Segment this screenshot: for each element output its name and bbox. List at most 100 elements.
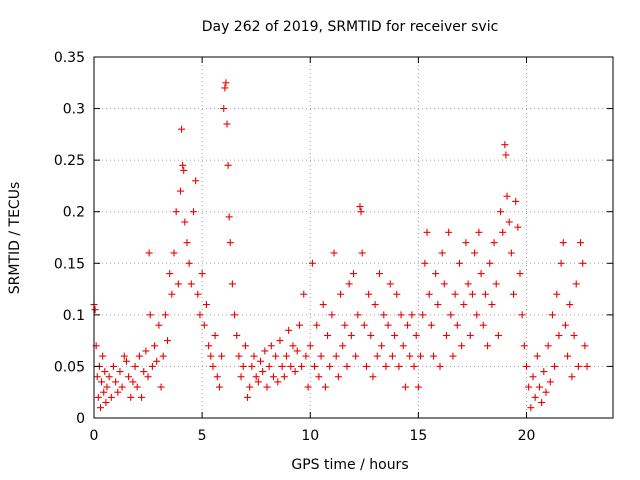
data-point [460, 301, 468, 309]
data-point [557, 259, 565, 267]
data-point [510, 290, 518, 298]
data-point [127, 393, 135, 401]
data-point [350, 270, 357, 278]
data-point [391, 331, 399, 339]
data-point [499, 228, 507, 236]
data-point [98, 378, 106, 386]
data-point [248, 362, 256, 370]
data-point [146, 311, 154, 319]
data-point [100, 388, 108, 396]
data-point [241, 342, 249, 350]
data-point [380, 311, 388, 319]
data-point [328, 311, 336, 319]
data-point [542, 388, 550, 396]
data-point [337, 290, 345, 298]
data-point [356, 203, 364, 211]
data-point [218, 352, 226, 360]
data-point [185, 259, 193, 267]
data-point [94, 393, 102, 401]
data-point [373, 352, 381, 360]
data-point [280, 373, 288, 381]
data-point [274, 378, 282, 386]
data-point [464, 280, 472, 288]
data-point [125, 373, 133, 381]
data-point [324, 331, 332, 339]
data-point [295, 321, 303, 329]
data-point [473, 311, 481, 319]
data-point [512, 197, 520, 205]
data-point [559, 239, 567, 247]
data-point [357, 208, 365, 216]
data-point [458, 342, 466, 350]
data-point [332, 352, 340, 360]
data-point [401, 383, 409, 391]
data-point [505, 218, 513, 226]
data-point [161, 311, 169, 319]
data-point [514, 223, 522, 231]
plot-border [93, 56, 614, 419]
data-point [488, 301, 496, 309]
data-point [168, 290, 176, 298]
data-point [202, 301, 210, 309]
data-point [417, 352, 425, 360]
data-point [367, 331, 375, 339]
data-point [96, 404, 104, 412]
data-point [572, 280, 580, 288]
data-point [352, 352, 360, 360]
data-point [200, 321, 208, 329]
data-point [101, 368, 109, 376]
data-point [189, 208, 197, 216]
data-point [225, 213, 233, 221]
data-point [196, 311, 204, 319]
data-point [546, 378, 554, 386]
data-point [555, 331, 563, 339]
data-point [153, 357, 161, 365]
data-point [384, 321, 392, 329]
x-axis-label: GPS time / hours [291, 457, 408, 473]
data-point [440, 280, 448, 288]
data-point [566, 301, 574, 309]
data-point [520, 342, 528, 350]
data-point [529, 373, 537, 381]
data-point [148, 362, 156, 370]
data-point [425, 290, 433, 298]
data-point [103, 383, 111, 391]
data-point [548, 311, 556, 319]
x-tick-labels: 0 5 10 15 20 [90, 428, 536, 444]
data-point [215, 383, 223, 391]
data-point [267, 342, 275, 350]
data-point [109, 362, 117, 370]
data-point [183, 239, 191, 247]
data-point [334, 373, 342, 381]
data-point [447, 311, 455, 319]
data-point [259, 368, 267, 376]
data-point [471, 249, 479, 257]
data-point [484, 342, 492, 350]
data-point [223, 120, 231, 128]
data-points [90, 79, 591, 412]
data-point [221, 84, 229, 92]
data-point [442, 331, 450, 339]
x-tick-label: 0 [90, 428, 99, 444]
data-point [404, 321, 412, 329]
data-point [503, 192, 511, 200]
chart-title: Day 262 of 2019, SRMTID for receiver svi… [202, 19, 499, 35]
data-point [430, 352, 438, 360]
data-point [254, 378, 262, 386]
x-tick-label: 10 [301, 428, 319, 444]
data-point [187, 280, 195, 288]
data-point [410, 362, 418, 370]
data-point [570, 331, 578, 339]
data-point [311, 362, 319, 370]
data-point [250, 352, 258, 360]
data-point [527, 404, 535, 412]
data-point [257, 357, 265, 365]
data-point [492, 280, 500, 288]
data-point [339, 342, 347, 350]
data-point [140, 368, 148, 376]
data-point [436, 362, 444, 370]
data-point [347, 331, 355, 339]
data-point [194, 290, 202, 298]
data-point [525, 383, 533, 391]
data-point [181, 218, 189, 226]
